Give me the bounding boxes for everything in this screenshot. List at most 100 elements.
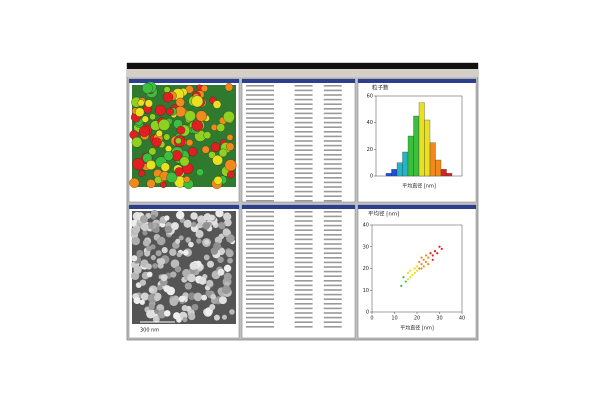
grain bbox=[185, 237, 191, 243]
grain bbox=[210, 293, 216, 300]
table-cell bbox=[294, 190, 313, 193]
scatter-point bbox=[411, 273, 414, 277]
grain bbox=[175, 238, 181, 244]
grain bbox=[193, 292, 203, 302]
table-cell bbox=[294, 177, 313, 179]
histogram-bar bbox=[429, 142, 436, 177]
table-cell bbox=[323, 289, 342, 291]
particle bbox=[149, 113, 156, 121]
grain bbox=[152, 315, 160, 323]
table-cell bbox=[323, 108, 342, 110]
grain bbox=[131, 255, 138, 262]
grain bbox=[226, 234, 235, 243]
table-cell bbox=[246, 181, 274, 184]
table-cell bbox=[323, 195, 342, 197]
histogram-bar bbox=[391, 169, 398, 177]
table-cell bbox=[323, 163, 342, 165]
table-cell bbox=[323, 117, 342, 119]
grain bbox=[136, 249, 144, 257]
grain bbox=[222, 228, 231, 236]
particle bbox=[175, 97, 185, 107]
grain bbox=[218, 296, 227, 305]
table-cell bbox=[323, 98, 342, 101]
scatter-point bbox=[438, 245, 441, 248]
table-cell bbox=[294, 89, 313, 92]
table-cell bbox=[246, 303, 274, 305]
decoration bbox=[129, 81, 342, 328]
table-cell bbox=[323, 121, 342, 124]
table-cell bbox=[246, 252, 274, 254]
scatter-point bbox=[415, 265, 419, 268]
table-cell bbox=[246, 154, 274, 156]
table-cell bbox=[323, 284, 342, 287]
scatter-point bbox=[409, 276, 412, 279]
scatter-point bbox=[415, 269, 419, 272]
table-cell bbox=[294, 303, 313, 305]
table-cell bbox=[246, 316, 274, 319]
table-cell bbox=[246, 94, 274, 96]
scatter-point bbox=[413, 267, 416, 270]
table-cell bbox=[246, 257, 274, 259]
table-cell bbox=[246, 131, 274, 133]
x-tick-label: 0 bbox=[370, 316, 373, 322]
particle bbox=[163, 151, 174, 161]
table-cell bbox=[246, 186, 274, 188]
y-tick-label: 0 bbox=[366, 310, 369, 316]
grain bbox=[196, 221, 204, 229]
grain bbox=[176, 252, 182, 258]
table-cell bbox=[246, 177, 274, 179]
particle bbox=[148, 147, 157, 156]
particle bbox=[132, 158, 145, 171]
grain bbox=[189, 261, 198, 270]
table-cell bbox=[294, 280, 313, 282]
table-cell bbox=[246, 293, 274, 296]
table-cell bbox=[246, 144, 274, 147]
grain bbox=[213, 242, 222, 251]
table-cell bbox=[323, 243, 342, 245]
table-cell bbox=[246, 158, 274, 161]
grain bbox=[164, 215, 170, 221]
table-cell bbox=[246, 108, 274, 110]
histogram-bar bbox=[446, 173, 453, 177]
grain bbox=[223, 264, 232, 272]
grain bbox=[215, 209, 224, 218]
table-cell bbox=[294, 117, 313, 119]
table-cell bbox=[323, 257, 342, 259]
grain bbox=[191, 221, 197, 228]
particle bbox=[146, 179, 156, 189]
grain bbox=[148, 303, 155, 311]
grain bbox=[140, 223, 149, 232]
grain bbox=[221, 314, 227, 320]
table-cell bbox=[323, 312, 342, 314]
grain bbox=[171, 222, 179, 230]
table-cell bbox=[246, 200, 274, 202]
table-cell bbox=[323, 126, 342, 128]
particle bbox=[191, 120, 204, 132]
particle bbox=[226, 134, 234, 141]
table-cell bbox=[294, 144, 313, 147]
grain bbox=[201, 294, 208, 301]
table-cell bbox=[323, 112, 342, 115]
grain bbox=[170, 271, 177, 278]
grain bbox=[178, 295, 186, 303]
histogram-bar bbox=[440, 169, 447, 177]
scatter-point bbox=[404, 280, 407, 283]
table-cell bbox=[294, 252, 313, 254]
grain bbox=[146, 222, 154, 229]
table-cell bbox=[246, 224, 274, 227]
table-cell bbox=[246, 275, 274, 277]
table-cell bbox=[246, 321, 274, 323]
grain bbox=[187, 273, 196, 283]
particle bbox=[144, 99, 153, 108]
table-cell bbox=[294, 243, 313, 245]
particle bbox=[141, 82, 153, 94]
particle bbox=[160, 181, 167, 189]
y-tick-label: 0 bbox=[370, 174, 373, 180]
grain bbox=[169, 297, 179, 306]
table-cell bbox=[294, 112, 313, 115]
particle bbox=[223, 110, 235, 123]
table-cell bbox=[246, 289, 274, 291]
table-cell bbox=[294, 261, 313, 264]
pane-title-bar bbox=[358, 79, 476, 83]
